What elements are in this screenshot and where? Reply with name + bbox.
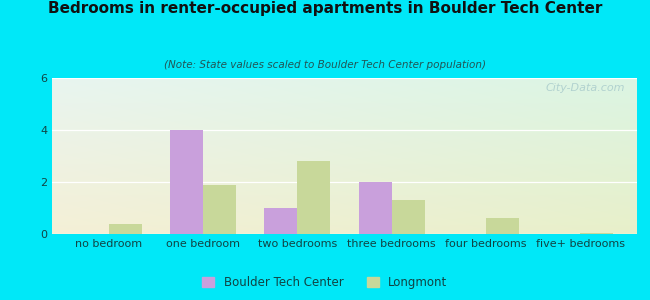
Bar: [359, 182, 392, 234]
Bar: [109, 224, 142, 234]
Text: City-Data.com: City-Data.com: [546, 83, 625, 93]
Bar: [203, 184, 236, 234]
Bar: [170, 130, 203, 234]
Bar: [486, 218, 519, 234]
Bar: [580, 233, 614, 234]
Bar: [265, 208, 297, 234]
Text: Bedrooms in renter-occupied apartments in Boulder Tech Center: Bedrooms in renter-occupied apartments i…: [48, 2, 602, 16]
Text: (Note: State values scaled to Boulder Tech Center population): (Note: State values scaled to Boulder Te…: [164, 60, 486, 70]
Bar: [297, 161, 330, 234]
Legend: Boulder Tech Center, Longmont: Boulder Tech Center, Longmont: [198, 272, 452, 294]
Bar: [392, 200, 424, 234]
